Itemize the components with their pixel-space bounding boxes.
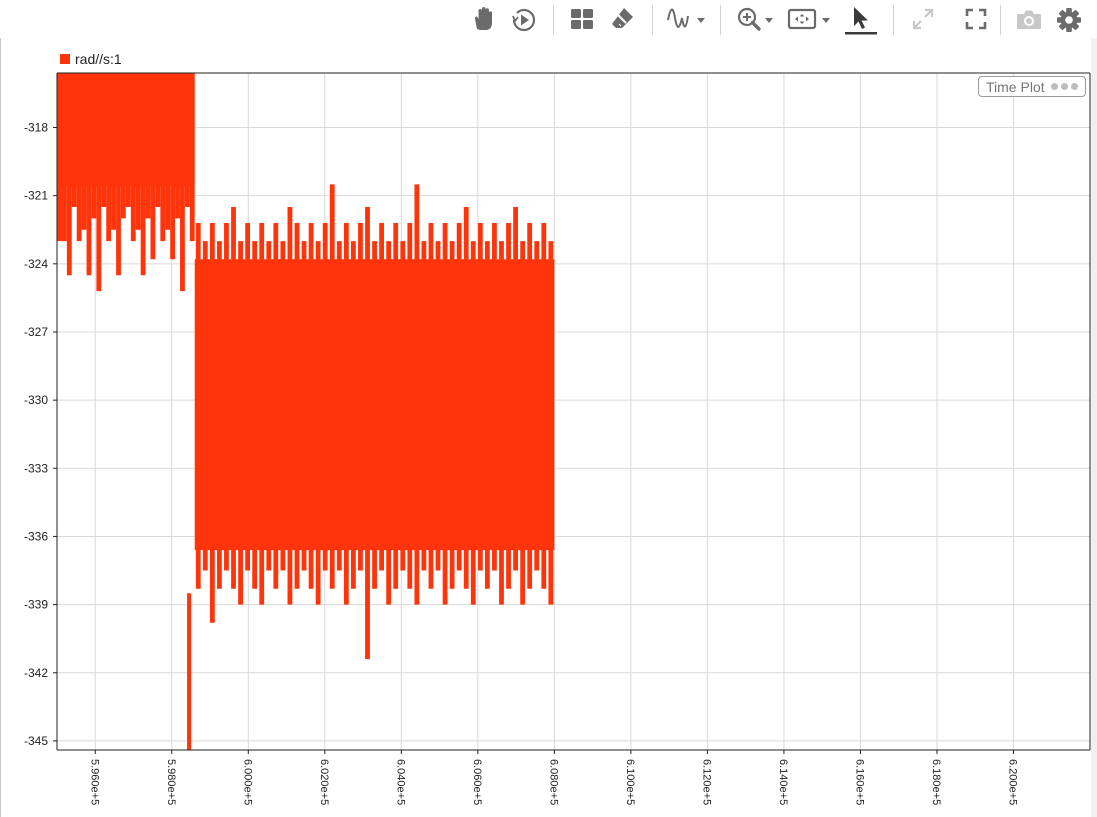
fullscreen-icon[interactable]	[960, 2, 992, 36]
y-tick-label: -330	[24, 393, 48, 407]
y-tick-label: -327	[24, 325, 48, 339]
play-circle-icon[interactable]	[509, 2, 539, 36]
y-tick-label: -339	[24, 598, 48, 612]
x-tick-label: 6.160e+5	[853, 759, 865, 805]
more-options-icon[interactable]	[1050, 83, 1078, 90]
legend-label: rad//s:1	[75, 51, 122, 67]
legend-swatch	[60, 54, 70, 64]
x-tick-label: 6.060e+5	[471, 759, 483, 805]
toolbar-separator	[1000, 5, 1001, 35]
gear-icon[interactable]	[1053, 2, 1085, 36]
camera-icon	[1012, 2, 1046, 36]
x-tick-label: 6.080e+5	[547, 759, 559, 805]
x-tick-label: 5.960e+5	[88, 759, 100, 805]
chevron-down-icon	[765, 18, 773, 23]
toolbar-separator	[720, 5, 721, 35]
fit-to-view-icon[interactable]	[786, 2, 836, 36]
badge-label: Time Plot	[986, 78, 1045, 95]
x-tick-label: 6.140e+5	[777, 759, 789, 805]
x-tick-label: 5.980e+5	[165, 759, 177, 805]
legend: rad//s:1	[60, 50, 122, 68]
series-band-0	[57, 73, 195, 292]
x-tick-label: 6.040e+5	[394, 759, 406, 805]
series-band-1	[194, 184, 555, 660]
y-tick-label: -321	[24, 189, 48, 203]
x-tick-label: 6.020e+5	[318, 759, 330, 805]
x-tick-label: 6.200e+5	[1006, 759, 1018, 805]
window-edge	[1091, 0, 1097, 817]
x-tick-label: 6.120e+5	[700, 759, 712, 805]
x-tick-label: 6.000e+5	[241, 759, 253, 805]
pan-hand-icon[interactable]	[468, 2, 498, 36]
time-plot-badge[interactable]: Time Plot	[978, 76, 1086, 97]
chevron-down-icon	[822, 18, 830, 23]
x-tick-label: 6.180e+5	[930, 759, 942, 805]
toolbar-separator	[893, 5, 894, 35]
zoom-in-icon[interactable]	[734, 2, 778, 36]
y-tick-label: -318	[24, 121, 48, 135]
y-tick-label: -345	[24, 734, 48, 748]
y-tick-label: -336	[24, 529, 48, 543]
y-tick-label: -333	[24, 461, 48, 475]
chevron-down-icon	[697, 18, 705, 23]
y-tick-label: -324	[24, 257, 48, 271]
toolbar-separator	[553, 5, 554, 35]
layout-grid-icon[interactable]	[567, 2, 597, 36]
x-tick-label: 6.100e+5	[624, 759, 636, 805]
toolbar-separator	[652, 5, 653, 35]
cursor-select-icon[interactable]	[843, 2, 879, 36]
eraser-icon[interactable]	[607, 2, 637, 36]
signal-wave-icon[interactable]	[664, 2, 710, 36]
series-deep-spike	[187, 593, 192, 750]
expand-arrows-icon	[907, 2, 939, 36]
toolbar	[0, 0, 1097, 38]
y-tick-label: -342	[24, 666, 48, 680]
